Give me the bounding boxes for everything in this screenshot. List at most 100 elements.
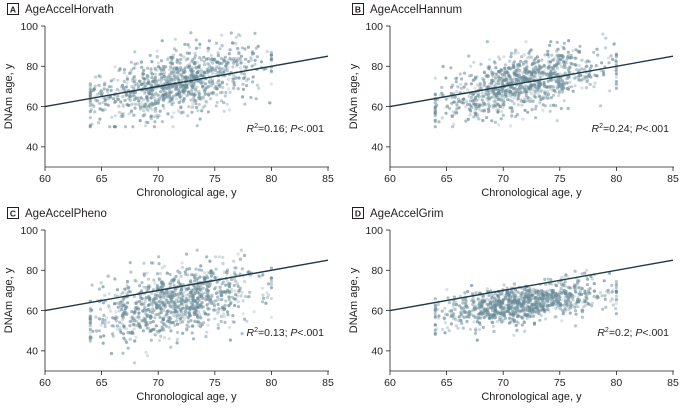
scatter-point <box>528 75 532 79</box>
scatter-point <box>242 65 246 69</box>
scatter-point <box>169 329 173 333</box>
scatter-point <box>205 283 209 287</box>
scatter-point <box>132 113 136 117</box>
scatter-point <box>185 300 189 304</box>
scatter-point <box>466 117 470 121</box>
scatter-point <box>452 317 456 321</box>
scatter-point <box>169 297 174 301</box>
scatter-point <box>139 289 144 293</box>
scatter-point <box>612 42 616 46</box>
scatter-point <box>173 76 177 80</box>
scatter-point <box>192 287 196 291</box>
scatter-point <box>164 65 168 69</box>
scatter-point <box>140 82 144 86</box>
scatter-point <box>88 84 92 88</box>
panel-title: AgeAccelHannum <box>370 4 462 16</box>
scatter-point <box>208 297 213 301</box>
scatter-point <box>171 95 175 99</box>
scatter-point <box>614 72 618 76</box>
scatter-point <box>509 305 513 309</box>
scatter-point <box>554 283 558 287</box>
scatter-point <box>555 296 559 301</box>
scatter-point <box>525 316 529 320</box>
scatter-point <box>491 300 495 304</box>
scatter-point <box>523 84 528 88</box>
scatter-point <box>548 104 552 108</box>
scatter-point <box>494 298 498 302</box>
scatter-point <box>146 277 150 281</box>
scatter-point <box>460 101 464 105</box>
scatter-point <box>476 98 480 102</box>
scatter-point <box>442 316 446 320</box>
scatter-point <box>541 72 545 76</box>
r2-superscript: 2 <box>605 327 609 334</box>
scatter-point <box>230 58 234 62</box>
scatter-point <box>128 95 132 99</box>
scatter-point <box>88 337 92 341</box>
scatter-point <box>255 55 259 59</box>
scatter-point <box>165 91 169 95</box>
scatter-point <box>222 101 226 105</box>
scatter-point <box>450 312 454 316</box>
scatter-point <box>199 264 203 268</box>
scatter-point <box>473 304 477 308</box>
scatter-point <box>191 294 195 298</box>
scatter-point <box>189 87 193 91</box>
scatter-point <box>186 297 190 301</box>
scatter-point <box>218 70 222 74</box>
scatter-point <box>113 99 117 104</box>
scatter-point <box>507 74 511 78</box>
scatter-point <box>88 334 92 338</box>
scatter-point <box>188 311 192 315</box>
scatter-point <box>155 79 159 83</box>
scatter-point <box>483 309 487 313</box>
scatter-point <box>158 329 162 333</box>
scatter-point <box>580 67 584 71</box>
scatter-point <box>99 281 103 285</box>
scatter-point <box>175 316 179 320</box>
scatter-point <box>506 290 510 294</box>
scatter-point <box>159 310 163 314</box>
scatter-point <box>240 267 244 271</box>
scatter-point <box>562 282 566 286</box>
scatter-point <box>207 84 211 88</box>
scatter-point <box>514 114 518 119</box>
scatter-point <box>163 291 167 295</box>
scatter-point <box>450 114 454 118</box>
scatter-point <box>215 93 219 97</box>
scatter-point <box>513 300 517 304</box>
scatter-point <box>149 95 153 99</box>
scatter-point <box>528 90 532 94</box>
scatter-point <box>490 78 494 82</box>
scatter-point <box>143 124 147 128</box>
scatter-point <box>169 305 173 309</box>
scatter-point <box>168 282 172 286</box>
scatter-point <box>209 68 213 72</box>
scatter-point <box>231 77 235 81</box>
scatter-point <box>479 62 483 66</box>
scatter-point <box>130 315 135 319</box>
scatter-point <box>132 80 136 84</box>
r2-value: =0.24; <box>603 123 635 135</box>
scatter-point <box>486 74 490 79</box>
scatter-point <box>514 323 518 327</box>
scatter-point <box>433 113 437 117</box>
scatter-point <box>520 85 525 90</box>
scatter-point <box>479 308 483 312</box>
scatter-point <box>225 279 229 283</box>
scatter-point <box>494 102 498 106</box>
scatter-point <box>563 299 567 303</box>
scatter-point <box>269 59 273 63</box>
scatter-point <box>192 61 196 65</box>
scatter-point <box>187 298 191 302</box>
scatter-point <box>473 331 478 335</box>
scatter-point <box>510 299 514 303</box>
scatter-point <box>144 323 148 327</box>
scatter-point <box>165 80 169 84</box>
scatter-point <box>161 328 165 332</box>
scatter-point <box>459 306 463 310</box>
scatter-point <box>528 300 532 304</box>
scatter-point <box>520 323 524 327</box>
scatter-point <box>247 294 251 298</box>
scatter-point <box>208 91 212 95</box>
